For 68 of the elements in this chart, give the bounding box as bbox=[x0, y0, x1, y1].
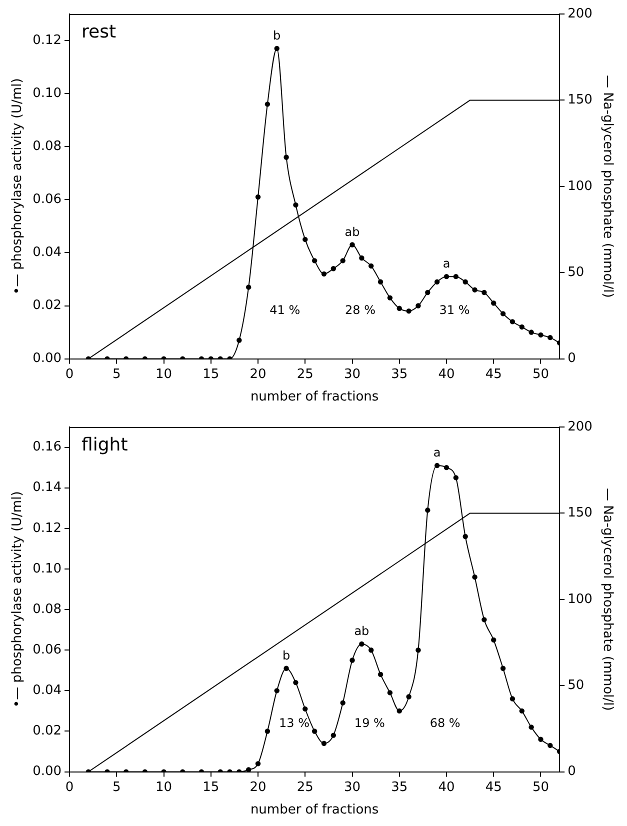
y-axis-title: •— phosphorylase activity (U/ml) bbox=[10, 491, 26, 708]
y-axis-title: •— phosphorylase activity (U/ml) bbox=[10, 78, 26, 295]
x-tick-label: 30 bbox=[344, 780, 361, 795]
annotation: 31 % bbox=[439, 302, 470, 317]
y-tick-label: 0.12 bbox=[32, 32, 62, 48]
x-tick-label: 35 bbox=[391, 780, 408, 795]
x-tick-label: 15 bbox=[202, 780, 220, 795]
y2-tick-label: 50 bbox=[568, 678, 584, 693]
y2-tick-label: 0 bbox=[568, 764, 576, 780]
x-tick-label: 35 bbox=[391, 366, 408, 382]
annotation: 28 % bbox=[345, 302, 376, 317]
x-tick-label: 5 bbox=[112, 780, 121, 795]
annotation: 19 % bbox=[354, 716, 385, 730]
x-tick-label: 45 bbox=[485, 366, 502, 382]
y-tick-label: 0.04 bbox=[32, 683, 62, 698]
y-tick-label: 0.00 bbox=[32, 351, 62, 366]
y-tick-label: 0.06 bbox=[32, 642, 62, 658]
annotation: 68 % bbox=[430, 716, 460, 730]
annotation: ab bbox=[354, 624, 370, 638]
y2-tick-label: 100 bbox=[568, 592, 592, 607]
x-tick-label: 20 bbox=[250, 780, 266, 795]
x-axis-title: number of fractions bbox=[250, 390, 379, 405]
text: rest bbox=[82, 22, 116, 43]
x-tick-label: 40 bbox=[438, 780, 455, 795]
annotation: ab bbox=[344, 224, 360, 239]
y2-tick-label: 200 bbox=[568, 419, 592, 434]
x-tick-label: 50 bbox=[532, 780, 550, 795]
x-tick-label: 40 bbox=[438, 366, 455, 382]
x-tick-label: 50 bbox=[532, 366, 550, 382]
x-tick-label: 5 bbox=[112, 366, 121, 382]
annotation: 13 % bbox=[279, 716, 310, 730]
y-tick-label: 0.02 bbox=[32, 724, 62, 739]
y2-tick-label: 0 bbox=[568, 351, 576, 366]
x-tick-label: 10 bbox=[156, 780, 172, 795]
text: flight bbox=[82, 434, 128, 456]
annotation: a bbox=[442, 256, 450, 271]
y2-tick-label: 100 bbox=[568, 178, 592, 194]
y-tick-label: 0.04 bbox=[32, 245, 62, 260]
x-tick-label: 45 bbox=[485, 780, 502, 795]
annotation: a bbox=[433, 446, 441, 460]
annotation: 41 % bbox=[270, 302, 300, 317]
y2-tick-label: 150 bbox=[568, 92, 592, 108]
y2-tick-label: 50 bbox=[568, 264, 584, 280]
y2-tick-label: 200 bbox=[568, 6, 592, 22]
y-tick-label: 0.16 bbox=[32, 440, 62, 455]
y-tick-label: 0.02 bbox=[32, 298, 62, 314]
annotation: b bbox=[282, 648, 290, 662]
x-tick-label: 10 bbox=[156, 366, 172, 382]
y-tick-label: 0.14 bbox=[32, 480, 62, 496]
y-tick-label: 0.12 bbox=[32, 520, 62, 536]
x-tick-label: 25 bbox=[296, 366, 314, 382]
x-axis-title: number of fractions bbox=[250, 802, 379, 818]
y-tick-label: 0.10 bbox=[32, 561, 62, 576]
x-tick-label: 25 bbox=[296, 780, 314, 795]
y-tick-label: 0.06 bbox=[32, 192, 62, 208]
y2-tick-label: 150 bbox=[568, 506, 592, 521]
y-tick-label: 0.10 bbox=[32, 86, 62, 101]
y-tick-label: 0.00 bbox=[32, 764, 62, 780]
x-tick-label: 30 bbox=[344, 366, 361, 382]
annotation: b bbox=[273, 28, 281, 43]
y2-axis-title: — Na-glycerol phosphate (mmol/l) bbox=[600, 488, 615, 711]
x-tick-label: 15 bbox=[202, 366, 220, 382]
y2-axis-title: — Na-glycerol phosphate (mmol/l) bbox=[600, 74, 615, 298]
y-tick-label: 0.08 bbox=[32, 138, 62, 154]
y-tick-label: 0.08 bbox=[32, 602, 62, 617]
x-tick-label: 0 bbox=[65, 366, 74, 382]
x-tick-label: 20 bbox=[250, 366, 266, 382]
x-tick-label: 0 bbox=[65, 780, 74, 795]
